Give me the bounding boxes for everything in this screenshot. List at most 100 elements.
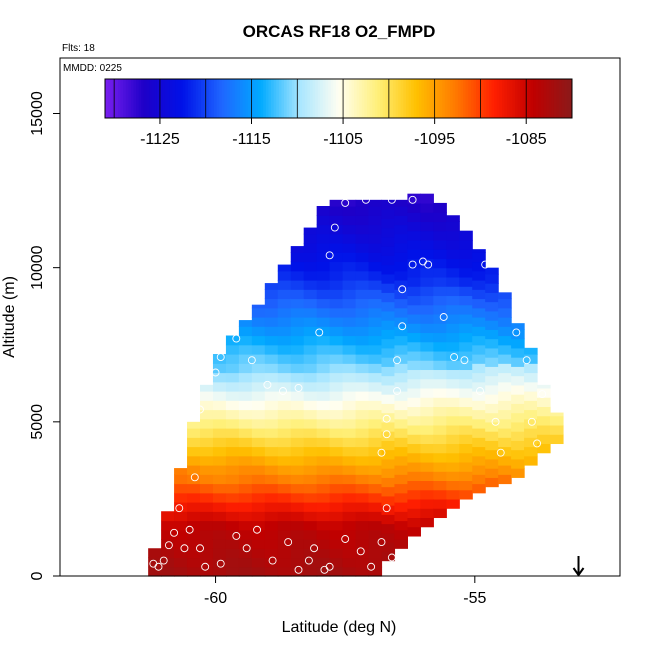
heatmap-cell [368,465,383,475]
colorbar-segment [291,79,295,118]
heatmap-cell [459,304,473,315]
heatmap-cell [498,391,512,401]
y-axis-label: Altitude (m) [1,276,18,358]
colorbar-segment [307,79,311,118]
heatmap-cell [368,233,383,244]
heatmap-cell [550,424,564,435]
heatmap-cell [524,391,538,401]
colorbar-segment [136,79,140,118]
heatmap-cell [446,489,460,500]
heatmap-cell [187,446,201,457]
heatmap-cell [472,249,486,253]
chart-title: ORCAS RF18 O2_FMPD [243,22,436,41]
colorbar-segment [395,79,399,118]
heatmap-cell [433,267,447,278]
heatmap-cell [303,280,318,290]
heatmap-cell [342,233,357,244]
heatmap-cell [148,566,162,577]
heatmap-cell [381,440,396,451]
heatmap-cell [329,307,344,318]
colorbar-segment [403,79,407,118]
heatmap-cell [355,280,370,290]
heatmap-cell [485,338,499,349]
heatmap-cell [485,477,499,488]
heatmap-cell [212,400,227,411]
heatmap-cell [407,526,421,537]
heatmap-cell [355,492,370,503]
heatmap-cell [472,372,486,383]
heatmap-cell [355,418,370,429]
heatmap-cell [407,323,421,334]
heatmap-cell [524,446,538,457]
heatmap-cell [433,249,447,260]
colorbar-segment [377,79,381,118]
heatmap-cell [212,465,227,475]
colorbar-segment [328,79,332,118]
heatmap-cell [368,270,383,281]
heatmap-cell [316,492,331,503]
colorbar-segment [546,79,550,118]
heatmap-cell [446,258,460,269]
heatmap-cell [187,483,201,494]
heatmap-cell [498,418,512,429]
heatmap-cell [212,409,227,420]
heatmap-cell [472,474,486,485]
colorbar-segment [162,79,166,118]
observation-point [211,368,220,377]
colorbar-segment [224,79,228,118]
heatmap-cell [355,428,370,438]
heatmap-cell [238,354,253,364]
heatmap-cell [251,354,266,364]
heatmap-cell [433,286,447,297]
heatmap-cell [368,548,383,559]
heatmap-cell [394,252,408,263]
heatmap-cell [251,363,266,374]
heatmap-cell [329,381,344,392]
colorbar-segment [501,79,506,118]
colorbar-segment [533,79,537,118]
heatmap-cell [316,548,331,559]
heatmap-cell [174,557,188,568]
heatmap-cell [420,249,434,260]
heatmap-cell [212,511,227,522]
heatmap-cell [446,498,460,509]
heatmap-cell [511,347,525,358]
heatmap-cell [381,532,396,543]
heatmap-cell [407,202,421,213]
heatmap-cell [290,529,305,540]
heatmap-cell [511,468,525,478]
heatmap-cell [459,406,473,417]
heatmap-cell [251,437,266,448]
heatmap-cell [394,483,408,494]
heatmap-cell [368,557,383,568]
colorbar-segment [120,79,124,118]
heatmap-cell [472,483,486,494]
heatmap-cell [355,483,370,494]
heatmap-cell [355,270,370,281]
colorbar-segment [180,79,184,118]
heatmap-cell [511,421,525,432]
heatmap-cell [225,446,240,457]
heatmap-cell [433,341,447,352]
heatmap-cell [472,455,486,466]
heatmap-cell [342,280,357,290]
heatmap-cell [290,483,305,494]
heatmap-cell [264,409,279,420]
colorbar-segment [507,79,511,118]
heatmap-cell [459,230,473,241]
heatmap-cell [355,511,370,522]
colorbar-segment [213,79,218,118]
mmdd-annotation: MMDD: 0225 [63,63,122,74]
heatmap-cell [355,548,370,559]
axes: -60 -55 0 5000 10000 15000 [29,91,486,607]
colorbar-segment [107,79,111,118]
heatmap-cell [238,455,253,466]
colorbar-segment [476,79,480,118]
heatmap-cell [329,474,344,485]
heatmap-cell [342,520,357,531]
heatmap-cell [368,539,383,549]
heatmap-cell [277,344,292,355]
heatmap-cell [394,199,408,207]
heatmap-cell [381,283,396,293]
